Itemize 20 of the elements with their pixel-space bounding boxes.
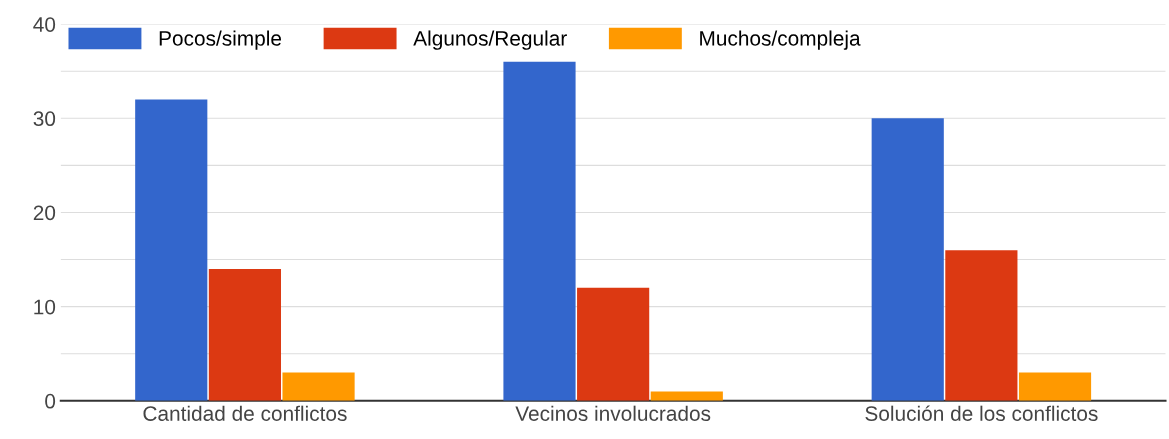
bar bbox=[135, 99, 208, 401]
bar bbox=[577, 287, 650, 401]
bar bbox=[650, 391, 723, 401]
bar bbox=[208, 268, 281, 401]
y-tick-label: 0 bbox=[45, 393, 56, 409]
legend-label: Pocos/simple bbox=[159, 30, 282, 50]
legend-label: Muchos/compleja bbox=[700, 30, 861, 50]
y-tick-label: 30 bbox=[33, 111, 56, 127]
y-tick-label: 20 bbox=[33, 205, 56, 221]
bar bbox=[1018, 372, 1092, 401]
x-tick-label: Vecinos involucrados bbox=[515, 405, 711, 421]
y-tick-label: 40 bbox=[33, 17, 56, 32]
legend-label: Algunos/Regular bbox=[413, 30, 567, 50]
bar bbox=[282, 372, 355, 401]
bar bbox=[945, 250, 1018, 401]
x-tick-label: Cantidad de conflictos bbox=[143, 405, 347, 421]
bar bbox=[871, 118, 944, 401]
y-tick-label: 10 bbox=[34, 299, 56, 315]
x-tick-label: Solución de los conflictos bbox=[865, 405, 1098, 421]
bar bbox=[503, 61, 576, 401]
